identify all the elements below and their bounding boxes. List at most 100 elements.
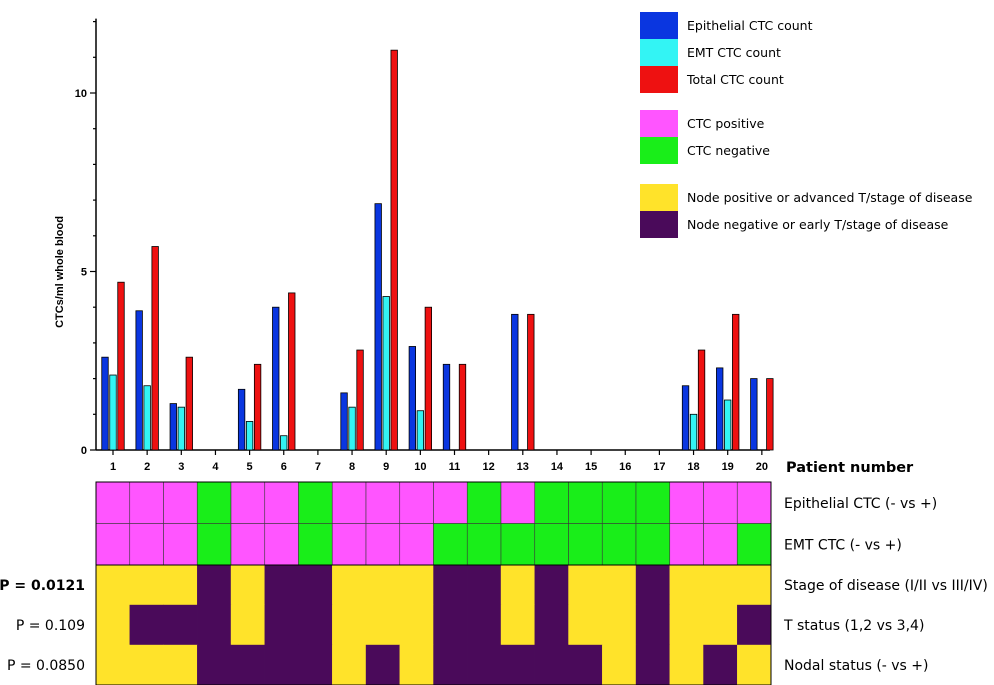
clinical-cell xyxy=(703,564,738,606)
ctc-cell xyxy=(466,481,502,524)
ctc-cell xyxy=(736,481,772,524)
clinical-cell xyxy=(163,644,198,685)
clinical-cell xyxy=(737,644,772,685)
clinical-cell xyxy=(602,644,637,685)
clinical-cell xyxy=(602,604,637,646)
x-tick-label: 14 xyxy=(551,461,564,473)
bar-epithelial-ctc-countpatient-8 xyxy=(340,392,348,451)
ctc-cell xyxy=(129,481,164,524)
bar-emt-ctc-countpatient-1 xyxy=(109,374,117,451)
bar-emt-ctc-countpatient-10 xyxy=(416,410,425,451)
y-tick-label: 0 xyxy=(81,445,87,457)
ctc-cell xyxy=(196,523,232,566)
clinical-cell xyxy=(467,644,502,685)
x-tick-label: 8 xyxy=(349,461,355,473)
bar-total-ctc-countpatient-6 xyxy=(288,292,296,451)
clinical-cell xyxy=(230,644,265,685)
p-value-label: P = 0.109 xyxy=(16,618,85,634)
bar-emt-ctc-countpatient-6 xyxy=(280,435,288,451)
bar-emt-ctc-countpatient-19 xyxy=(724,399,732,451)
ctc-cell xyxy=(736,523,772,566)
clinical-cell xyxy=(399,564,434,606)
x-tick-label: 11 xyxy=(449,461,461,473)
bar-epithelial-ctc-countpatient-2 xyxy=(135,310,143,451)
ctc-cell xyxy=(534,523,569,566)
ctc-cell xyxy=(230,481,266,524)
clinical-cell xyxy=(433,644,468,685)
ctc-cell xyxy=(433,481,468,524)
ctc-cell xyxy=(399,523,434,566)
x-tick-label: 19 xyxy=(722,461,734,473)
bar-epithelial-ctc-countpatient-10 xyxy=(408,346,417,451)
x-tick-label: 16 xyxy=(619,461,631,473)
clinical-cell xyxy=(433,564,468,606)
bar-chart-bars xyxy=(101,49,774,451)
clinical-cell xyxy=(230,564,265,606)
bar-emt-ctc-countpatient-8 xyxy=(348,406,356,451)
ctc-cell xyxy=(365,523,401,566)
clinical-cell xyxy=(332,564,367,606)
ctc-cell xyxy=(230,523,266,566)
legend-label: Total CTC count xyxy=(686,72,784,87)
clinical-cell xyxy=(500,644,535,685)
clinical-cell xyxy=(264,604,299,646)
ctc-cell xyxy=(601,523,637,566)
bar-emt-ctc-countpatient-5 xyxy=(245,421,254,451)
ctc-cell xyxy=(264,481,299,524)
legend: Epithelial CTC count EMT CTC count Total C… xyxy=(640,12,973,238)
ctc-cell xyxy=(568,523,603,566)
x-tick-labels: 1 2 3 4 5 6 7 8 9 10 11 12 13 14 15 16 17 18 19 20 xyxy=(110,461,768,473)
bar-chart-axes xyxy=(90,18,770,455)
legend-swatch xyxy=(640,66,678,93)
heatmap-row-labels: Epithelial CTC (- vs +) EMT CTC (- vs +) S… xyxy=(783,496,988,674)
x-tick-label: 4 xyxy=(212,461,219,473)
ctc-cell xyxy=(95,523,131,566)
x-tick-label: 6 xyxy=(281,461,287,473)
clinical-cell xyxy=(264,644,299,685)
clinical-cell xyxy=(95,604,130,646)
clinical-cell xyxy=(197,644,232,685)
x-tick-label: 20 xyxy=(756,461,768,473)
bar-epithelial-ctc-countpatient-18 xyxy=(681,385,690,451)
bar-total-ctc-countpatient-2 xyxy=(151,246,159,451)
x-tick-label: 10 xyxy=(414,461,426,473)
clinical-cell xyxy=(534,644,569,685)
clinical-cell xyxy=(534,604,569,646)
clinical-cell xyxy=(264,564,299,606)
bar-total-ctc-countpatient-10 xyxy=(424,306,433,451)
row-label: T status (1,2 vs 3,4) xyxy=(783,618,924,634)
x-tick-label: 15 xyxy=(585,461,597,473)
clinical-cell xyxy=(568,564,603,606)
clinical-cell xyxy=(399,644,434,685)
clinical-cell xyxy=(669,564,704,606)
row-label: Stage of disease (I/II vs III/IV) xyxy=(784,578,988,594)
ctc-cell xyxy=(635,481,671,524)
ctc-cell xyxy=(635,523,671,566)
bar-epithelial-ctc-countpatient-3 xyxy=(169,403,177,451)
legend-swatch xyxy=(640,137,678,164)
clinical-cell xyxy=(365,564,400,606)
clinical-cell xyxy=(568,604,603,646)
y-tick-label: 5 xyxy=(81,267,87,279)
bar-total-ctc-countpatient-19 xyxy=(732,313,740,451)
legend-label: CTC negative xyxy=(687,143,770,158)
x-tick-label: 1 xyxy=(110,461,116,473)
bar-emt-ctc-countpatient-18 xyxy=(689,413,698,451)
row-label: Nodal status (- vs +) xyxy=(784,658,929,674)
bar-total-ctc-countpatient-20 xyxy=(766,378,774,451)
legend-label: Node negative or early T/stage of diseas… xyxy=(687,217,949,232)
clinical-cell xyxy=(399,604,434,646)
ctc-cell xyxy=(298,481,333,524)
bar-total-ctc-countpatient-13 xyxy=(527,313,535,451)
ctc-cell xyxy=(163,523,198,566)
clinical-cell xyxy=(197,564,232,606)
clinical-cell xyxy=(568,644,603,685)
bar-emt-ctc-countpatient-2 xyxy=(143,385,151,451)
clinical-cell xyxy=(332,644,367,685)
clinical-cell xyxy=(433,604,468,646)
clinical-cell xyxy=(365,604,400,646)
ctc-cell xyxy=(601,481,637,524)
y-tick-label: 10 xyxy=(75,88,87,100)
row-label: Epithelial CTC (- vs +) xyxy=(784,496,937,512)
